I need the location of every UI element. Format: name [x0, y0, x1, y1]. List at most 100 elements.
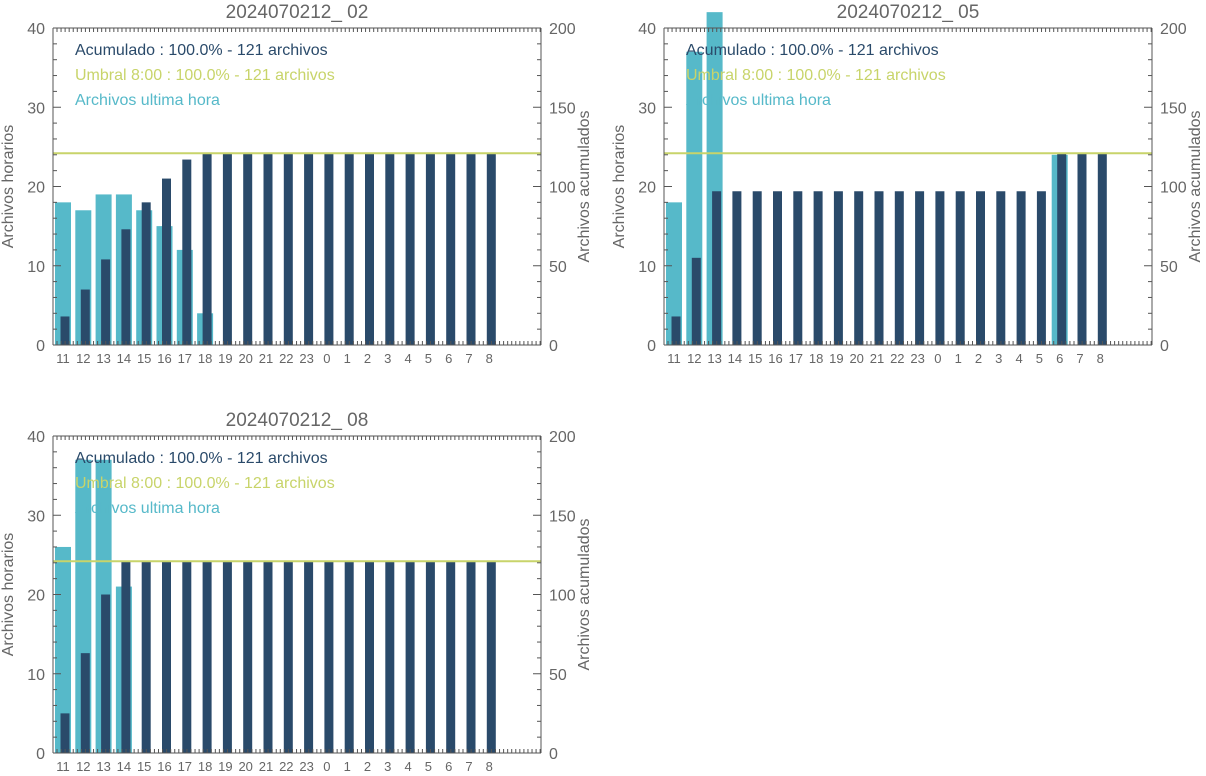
cumulative-bar	[283, 561, 293, 753]
cumulative-bar	[1057, 153, 1067, 345]
cumulative-bar	[263, 561, 273, 753]
cumulative-bar	[854, 191, 864, 345]
legend-acumulado: Acumulado : 100.0% - 121 archivos	[75, 42, 328, 59]
cumulative-bar	[344, 561, 354, 753]
right-tick-label: 200	[549, 21, 576, 38]
cumulative-bar	[385, 561, 395, 753]
category-label: 2	[364, 759, 371, 771]
category-label: 18	[809, 351, 823, 366]
cumulative-bar	[263, 153, 273, 345]
right-tick-label: 200	[549, 429, 576, 446]
right-tick-label: 50	[549, 259, 567, 276]
category-label: 8	[1097, 351, 1104, 366]
cumulative-bar	[385, 153, 395, 345]
category-label: 7	[465, 351, 472, 366]
cumulative-bar	[365, 153, 374, 345]
legend-ultima-hora: Archivos ultima hora	[686, 92, 831, 109]
category-label: 14	[117, 759, 131, 771]
cumulative-bar	[915, 191, 925, 345]
cumulative-bar	[1036, 191, 1046, 345]
cumulative-bar	[486, 153, 496, 345]
chart-title: 2024070212_ 08	[226, 410, 369, 431]
cumulative-bar	[324, 153, 334, 345]
cumulative-bar	[162, 178, 171, 345]
cumulative-bar	[955, 191, 965, 345]
right-tick-label: 150	[1160, 100, 1187, 117]
legend-ultima-hora: Archivos ultima hora	[75, 500, 220, 517]
cumulative-bar	[976, 191, 985, 345]
legend-umbral: Umbral 8:00 : 100.0% - 121 archivos	[686, 67, 946, 84]
category-label: 5	[1036, 351, 1043, 366]
category-label: 6	[445, 759, 452, 771]
cumulative-bar	[121, 561, 131, 753]
cumulative-bar	[405, 153, 415, 345]
cumulative-bar	[833, 191, 843, 345]
right-tick-label: 150	[549, 100, 576, 117]
category-label: 19	[218, 759, 232, 771]
left-tick-label: 10	[638, 259, 656, 276]
category-label: 1	[344, 759, 351, 771]
left-tick-label: 20	[27, 588, 45, 605]
cumulative-bar	[935, 191, 945, 345]
category-label: 1	[344, 351, 351, 366]
category-label: 21	[870, 351, 884, 366]
left-tick-label: 20	[638, 180, 656, 197]
category-label: 23	[299, 759, 313, 771]
category-label: 20	[238, 759, 252, 771]
left-tick-label: 30	[638, 100, 656, 117]
category-label: 21	[259, 759, 273, 771]
right-tick-label: 0	[549, 746, 558, 763]
left-tick-label: 30	[27, 508, 45, 525]
cumulative-bar	[1016, 191, 1026, 345]
left-axis-title: Archivos horarios	[0, 533, 17, 657]
cumulative-series	[60, 153, 496, 345]
category-label: 17	[789, 351, 803, 366]
category-label: 23	[910, 351, 924, 366]
cumulative-bar	[752, 191, 762, 345]
left-axis-title: Archivos horarios	[0, 125, 17, 249]
right-tick-label: 0	[549, 338, 558, 355]
category-label: 8	[486, 351, 493, 366]
cumulative-series	[671, 153, 1107, 345]
left-tick-label: 40	[27, 21, 45, 38]
cumulative-bar	[222, 153, 232, 345]
cumulative-bar	[446, 153, 456, 345]
category-label: 15	[137, 759, 151, 771]
cumulative-bar	[80, 653, 90, 753]
cumulative-bar	[466, 153, 476, 345]
cumulative-bar	[304, 153, 314, 345]
cumulative-bar	[344, 153, 354, 345]
cumulative-bar	[304, 561, 314, 753]
category-label: 22	[890, 351, 904, 366]
cumulative-bar	[283, 153, 293, 345]
cumulative-bar	[182, 159, 192, 345]
category-label: 14	[728, 351, 742, 366]
category-label: 11	[56, 351, 70, 366]
category-label: 23	[299, 351, 313, 366]
cumulative-bar	[486, 561, 496, 753]
cumulative-bar	[101, 594, 111, 753]
cumulative-bar	[466, 561, 476, 753]
legend-ultima-hora: Archivos ultima hora	[75, 92, 220, 109]
category-label: 16	[157, 351, 171, 366]
category-label: 0	[323, 759, 330, 771]
category-label: 22	[279, 351, 293, 366]
cumulative-bar	[182, 561, 192, 753]
right-axis-title: Archivos acumulados	[576, 518, 593, 670]
category-label: 18	[198, 759, 212, 771]
category-label: 14	[117, 351, 131, 366]
cumulative-bar	[712, 191, 722, 345]
category-label: 7	[1076, 351, 1083, 366]
chart-title: 2024070212_ 02	[226, 2, 369, 23]
left-tick-label: 40	[27, 429, 45, 446]
category-label: 3	[995, 351, 1002, 366]
right-tick-label: 100	[549, 588, 576, 605]
cumulative-bar	[793, 191, 803, 345]
hourly-bar	[55, 202, 71, 345]
cumulative-bar	[874, 191, 884, 345]
category-label: 5	[425, 351, 432, 366]
